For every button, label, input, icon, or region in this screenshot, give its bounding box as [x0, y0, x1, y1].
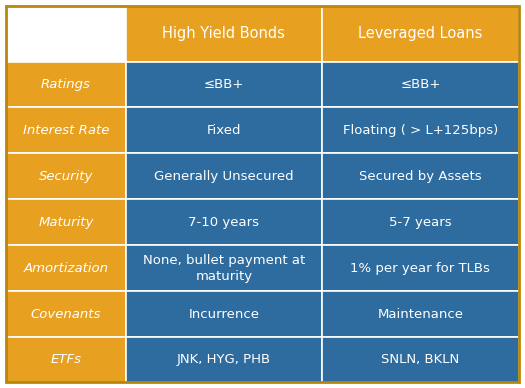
Text: Amortization: Amortization	[24, 262, 109, 275]
Text: ETFs: ETFs	[50, 353, 81, 367]
Text: Maturity: Maturity	[38, 216, 93, 229]
Text: Incurrence: Incurrence	[188, 308, 259, 320]
Bar	[6, 245, 125, 291]
Text: None, bullet payment at
maturity: None, bullet payment at maturity	[143, 254, 305, 282]
Text: Ratings: Ratings	[41, 78, 91, 91]
Bar	[322, 245, 519, 291]
Bar	[6, 62, 125, 107]
Text: Fixed: Fixed	[206, 124, 241, 137]
Bar	[322, 153, 519, 199]
Bar	[6, 337, 125, 383]
Text: Floating ( > L+125bps): Floating ( > L+125bps)	[343, 124, 498, 137]
Bar	[6, 199, 125, 245]
Text: Leveraged Loans: Leveraged Loans	[358, 26, 482, 41]
Text: 1% per year for TLBs: 1% per year for TLBs	[350, 262, 490, 275]
Text: Secured by Assets: Secured by Assets	[359, 170, 481, 183]
Text: SNLN, BKLN: SNLN, BKLN	[381, 353, 459, 367]
Bar	[125, 62, 322, 107]
Bar	[125, 107, 322, 153]
Text: Generally Unsecured: Generally Unsecured	[154, 170, 293, 183]
Bar	[322, 62, 519, 107]
Text: High Yield Bonds: High Yield Bonds	[162, 26, 285, 41]
Bar	[125, 291, 322, 337]
Bar	[125, 6, 322, 62]
Bar	[6, 153, 125, 199]
Text: Interest Rate: Interest Rate	[23, 124, 109, 137]
Bar	[322, 337, 519, 383]
Bar	[6, 291, 125, 337]
Bar	[322, 291, 519, 337]
Text: JNK, HYG, PHB: JNK, HYG, PHB	[177, 353, 271, 367]
Text: ≤BB+: ≤BB+	[400, 78, 440, 91]
Text: ≤BB+: ≤BB+	[204, 78, 244, 91]
Text: 5-7 years: 5-7 years	[389, 216, 452, 229]
Bar	[6, 107, 125, 153]
Bar	[322, 107, 519, 153]
Bar	[322, 6, 519, 62]
Text: Security: Security	[39, 170, 93, 183]
Bar	[6, 6, 125, 62]
Bar	[125, 199, 322, 245]
Bar	[322, 199, 519, 245]
Text: 7-10 years: 7-10 years	[188, 216, 259, 229]
Text: Maintenance: Maintenance	[377, 308, 464, 320]
Bar	[125, 337, 322, 383]
Bar	[125, 245, 322, 291]
Text: Covenants: Covenants	[31, 308, 101, 320]
Bar	[125, 153, 322, 199]
